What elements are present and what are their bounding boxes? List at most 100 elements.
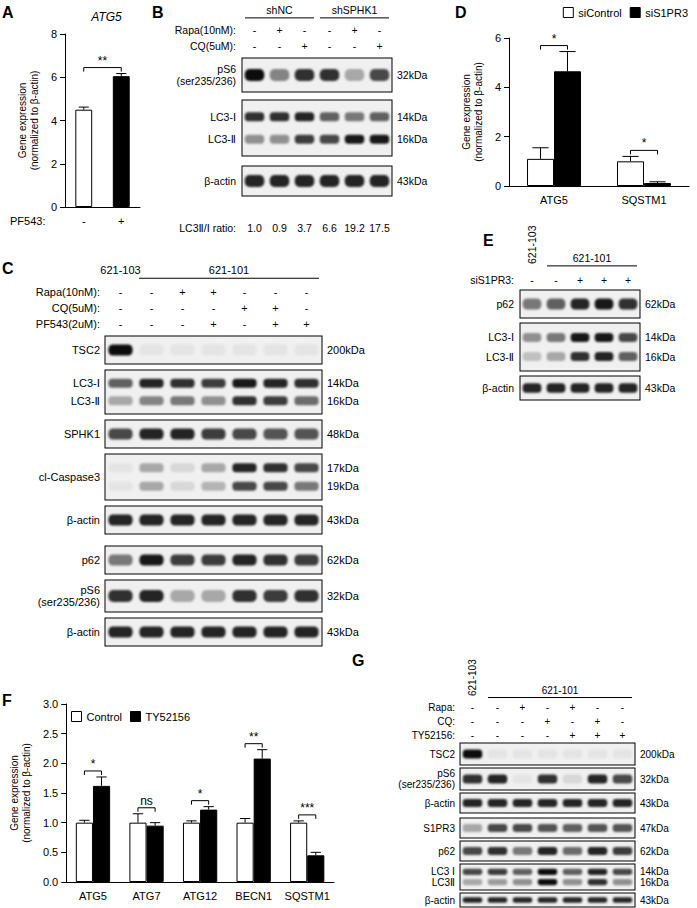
svg-text:ns: ns (140, 794, 153, 808)
svg-text:47kDa: 47kDa (640, 823, 669, 834)
svg-text:β-actin: β-actin (482, 382, 514, 394)
svg-text:1.5: 1.5 (43, 787, 58, 799)
svg-text:+: + (570, 730, 576, 741)
svg-text:1.0: 1.0 (43, 817, 58, 829)
svg-text:pS6: pS6 (80, 584, 100, 596)
svg-text:2.5: 2.5 (43, 728, 58, 740)
svg-text:BECN1: BECN1 (235, 890, 272, 902)
svg-text:19.2: 19.2 (344, 222, 365, 234)
svg-text:-: - (119, 318, 123, 330)
svg-text:TY52156: TY52156 (145, 711, 190, 723)
svg-text:p62: p62 (438, 846, 455, 857)
svg-text:3.7: 3.7 (297, 222, 312, 234)
svg-text:+: + (595, 730, 601, 741)
svg-text:+: + (118, 215, 124, 227)
svg-text:(ser235/236): (ser235/236) (176, 75, 236, 87)
svg-text:17kDa: 17kDa (327, 462, 360, 474)
svg-text:2.0: 2.0 (43, 757, 58, 769)
svg-text:SPHK1: SPHK1 (64, 428, 100, 440)
svg-text:+: + (351, 24, 357, 36)
svg-text:621-101: 621-101 (209, 264, 249, 276)
svg-text:-: - (328, 24, 332, 36)
svg-text:14kDa: 14kDa (327, 377, 360, 389)
svg-text:***: *** (300, 801, 314, 815)
svg-text:Gene expression: Gene expression (461, 74, 472, 150)
svg-text:-: - (496, 730, 499, 741)
svg-text:621-101: 621-101 (542, 685, 579, 696)
svg-text:B: B (152, 4, 164, 21)
svg-text:+: + (179, 286, 185, 298)
svg-text:LC3-Ⅰ: LC3-Ⅰ (73, 377, 100, 389)
svg-text:16kDa: 16kDa (397, 133, 428, 145)
svg-text:1.0: 1.0 (247, 222, 262, 234)
svg-text:(normalized to β-actin): (normalized to β-actin) (473, 62, 484, 162)
svg-text:shSPHK1: shSPHK1 (332, 4, 378, 16)
svg-text:pS6: pS6 (437, 768, 455, 779)
svg-text:43kDa: 43kDa (327, 626, 360, 638)
svg-text:-: - (471, 730, 474, 741)
svg-text:-: - (243, 286, 247, 298)
svg-text:CQ(5uM):: CQ(5uM): (190, 40, 236, 52)
svg-text:+: + (272, 318, 278, 330)
svg-text:+: + (241, 302, 247, 314)
svg-text:+: + (303, 318, 309, 330)
svg-text:14kDa: 14kDa (645, 331, 676, 343)
svg-text:-: - (554, 274, 558, 286)
svg-text:-: - (530, 274, 534, 286)
svg-text:16kDa: 16kDa (327, 395, 360, 407)
svg-text:+: + (272, 302, 278, 314)
svg-text:PF543(2uM):: PF543(2uM): (36, 318, 100, 330)
svg-text:-: - (212, 302, 216, 314)
svg-text:*: * (642, 136, 647, 150)
svg-text:43kDa: 43kDa (640, 895, 669, 906)
svg-text:6: 6 (495, 32, 501, 44)
svg-text:14kDa: 14kDa (640, 866, 669, 877)
svg-text:-: - (546, 702, 549, 713)
svg-text:14kDa: 14kDa (397, 111, 428, 123)
svg-text:+: + (520, 702, 526, 713)
svg-text:16kDa: 16kDa (640, 877, 669, 888)
svg-text:TSC2: TSC2 (429, 749, 455, 760)
svg-text:Rapa(10nM):: Rapa(10nM): (36, 286, 100, 298)
svg-text:C: C (2, 260, 14, 277)
svg-text:+: + (301, 40, 307, 52)
svg-text:4: 4 (51, 115, 57, 127)
svg-text:-: - (150, 286, 154, 298)
svg-text:621-101: 621-101 (573, 252, 612, 264)
svg-text:cl-Caspase3: cl-Caspase3 (39, 471, 100, 483)
svg-text:19kDa: 19kDa (327, 480, 360, 492)
svg-text:-: - (119, 286, 123, 298)
svg-text:2: 2 (495, 131, 501, 143)
svg-text:LC3-Ⅰ: LC3-Ⅰ (488, 331, 514, 343)
svg-text:β-actin: β-actin (425, 798, 455, 809)
svg-text:LC3-Ⅱ: LC3-Ⅱ (208, 133, 236, 145)
svg-text:43kDa: 43kDa (640, 798, 669, 809)
svg-text:-: - (119, 302, 123, 314)
svg-text:-: - (278, 40, 282, 52)
svg-text:LC3Ⅱ: LC3Ⅱ (432, 877, 455, 888)
svg-text:LC3-Ⅱ: LC3-Ⅱ (486, 351, 514, 363)
svg-text:-: - (496, 702, 499, 713)
svg-text:+: + (620, 730, 626, 741)
svg-text:SQSTM1: SQSTM1 (285, 890, 330, 902)
svg-text:(ser235/236): (ser235/236) (38, 596, 100, 608)
svg-text:S1PR3: S1PR3 (423, 823, 455, 834)
svg-text:-: - (621, 716, 624, 727)
svg-text:+: + (577, 274, 583, 286)
svg-text:F: F (2, 692, 12, 709)
svg-text:-: - (521, 730, 524, 741)
svg-text:200kDa: 200kDa (327, 344, 366, 356)
svg-text:200kDa: 200kDa (640, 749, 675, 760)
svg-text:+: + (376, 40, 382, 52)
svg-text:0.5: 0.5 (43, 846, 58, 858)
svg-text:621-103: 621-103 (467, 659, 478, 696)
svg-text:43kDa: 43kDa (327, 514, 360, 526)
svg-text:**: ** (249, 730, 259, 744)
svg-text:siControl: siControl (578, 7, 621, 19)
svg-text:-: - (496, 716, 499, 727)
svg-text:β-actin: β-actin (425, 895, 455, 906)
svg-text:LC3 Ⅰ: LC3 Ⅰ (431, 866, 455, 877)
svg-text:Control: Control (87, 711, 122, 723)
svg-text:siS1PR3:: siS1PR3: (470, 274, 514, 286)
svg-text:-: - (471, 716, 474, 727)
